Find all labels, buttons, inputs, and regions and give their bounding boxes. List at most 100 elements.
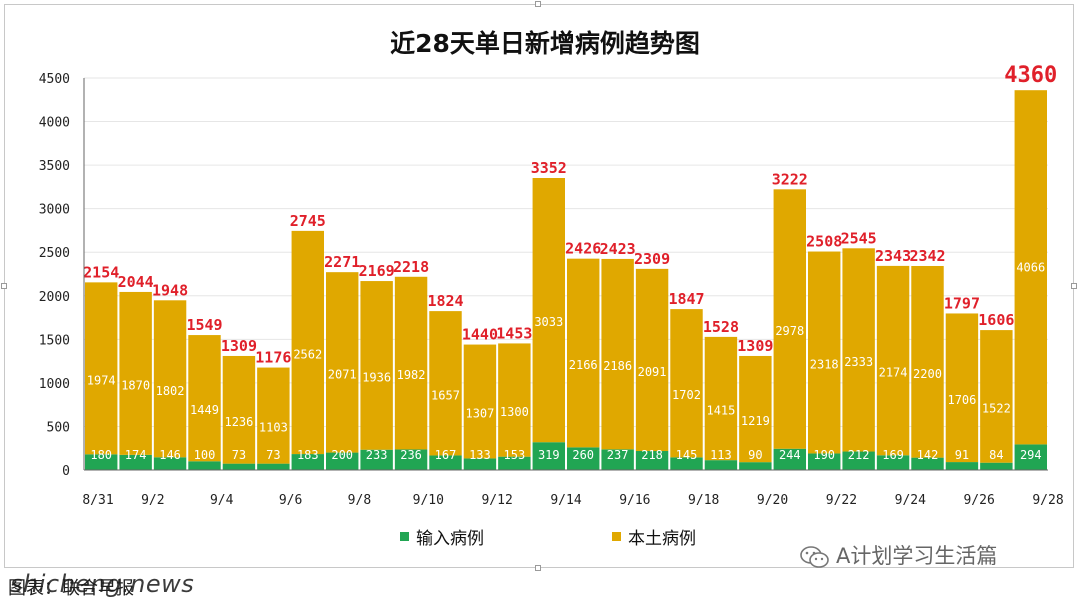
bar-imported-9/25 — [945, 462, 979, 470]
data-label-total: 2154 — [83, 263, 119, 281]
bar-imported-9/15 — [601, 449, 634, 470]
x-tick-label: 9/24 — [895, 493, 926, 508]
data-label-imported: 260 — [572, 448, 594, 462]
bar-local-9/21 — [808, 251, 841, 454]
data-label-local: 1300 — [500, 405, 529, 419]
data-label-imported: 212 — [848, 448, 870, 462]
bar-imported-9/12 — [498, 456, 531, 470]
data-label-local: 1870 — [121, 378, 150, 392]
bar-imported-9/27 — [1014, 444, 1047, 470]
bar-imported-9/10 — [429, 455, 462, 470]
data-label-local: 1415 — [706, 404, 735, 418]
x-tick-label: 9/26 — [963, 493, 994, 508]
data-label-total: 1528 — [703, 318, 739, 336]
bar-local-9/4 — [222, 355, 256, 464]
legend-label: 输入病例 — [416, 529, 484, 549]
x-tick-label: 9/16 — [619, 493, 650, 508]
data-label-local: 2200 — [913, 367, 942, 381]
data-label-imported: 183 — [297, 448, 319, 462]
data-label-imported: 200 — [331, 448, 353, 462]
data-label-imported: 145 — [676, 448, 698, 462]
bar-imported-9/20 — [773, 448, 806, 470]
data-label-imported: 73 — [266, 448, 280, 462]
bar-imported-9/17 — [670, 457, 703, 470]
bar-imported-9/24 — [911, 457, 944, 470]
data-label-imported: 91 — [955, 448, 969, 462]
bar-local-9/6 — [291, 230, 324, 455]
resize-handle-bottom[interactable] — [535, 565, 541, 571]
bar-imported-9/8 — [360, 449, 393, 470]
x-tick-label: 9/22 — [826, 493, 857, 508]
bar-imported-9/19 — [739, 462, 772, 470]
y-tick-label: 3000 — [39, 203, 70, 218]
bar-local-9/5 — [257, 367, 290, 464]
data-label-total: 2271 — [324, 253, 360, 271]
watermark-text: A计划学习生活篇 — [836, 544, 998, 568]
data-label-local: 2186 — [603, 359, 632, 373]
bar-local-9/14 — [567, 258, 600, 448]
data-label-local: 1702 — [672, 388, 701, 402]
resize-handle-top[interactable] — [535, 1, 541, 7]
bar-imported-9/23 — [876, 455, 910, 470]
x-tick-label: 9/10 — [413, 493, 444, 508]
data-label-total: 1847 — [668, 290, 704, 308]
bar-imported-9/1 — [119, 454, 152, 470]
bar-local-9/11 — [463, 344, 497, 459]
data-label-imported: 180 — [90, 448, 112, 462]
data-label-total: 1453 — [496, 324, 532, 342]
bar-local-9/3 — [188, 335, 221, 462]
data-label-imported: 237 — [607, 448, 629, 462]
data-label-local: 1982 — [397, 368, 426, 382]
data-label-imported: 84 — [989, 448, 1003, 462]
x-tick-label: 9/8 — [348, 493, 371, 508]
data-label-local: 3033 — [534, 315, 563, 329]
data-label-total: 2343 — [875, 247, 911, 265]
x-tick-label: 9/14 — [550, 493, 581, 508]
x-tick-label: 9/18 — [688, 493, 719, 508]
bar-imported-9/13 — [532, 442, 565, 470]
y-tick-label: 2000 — [39, 290, 70, 305]
data-label-total: 3352 — [531, 159, 567, 177]
bar-imported-9/26 — [980, 462, 1013, 470]
data-label-local: 1219 — [741, 414, 770, 428]
x-tick-label: 9/4 — [210, 493, 234, 508]
data-label-total: 1948 — [152, 281, 188, 299]
data-label-local: 2978 — [775, 324, 804, 338]
data-label-imported: 142 — [917, 448, 939, 462]
y-tick-label: 0 — [62, 464, 70, 479]
bar-local-9/12 — [498, 343, 531, 457]
data-label-local: 1307 — [465, 406, 494, 420]
data-label-local: 1236 — [224, 415, 253, 429]
y-tick-label: 4000 — [39, 116, 70, 131]
bar-imported-9/11 — [463, 458, 497, 470]
bar-imported-9/2 — [153, 457, 187, 470]
data-label-imported: 218 — [641, 448, 663, 462]
bar-local-9/9 — [394, 276, 428, 450]
bar-local-9/23 — [876, 265, 910, 456]
data-label-total: 1309 — [221, 337, 257, 355]
bar-local-9/16 — [635, 268, 669, 452]
data-label-total: 2169 — [359, 262, 395, 280]
wechat-watermark: A计划学习生活篇 — [800, 540, 997, 570]
y-tick-label: 1000 — [39, 377, 70, 392]
legend-swatch — [612, 532, 621, 541]
bar-local-9/20 — [773, 189, 806, 449]
x-tick-label: 8/31 — [82, 493, 113, 508]
bar-imported-9/14 — [567, 447, 600, 470]
resize-handle-right[interactable] — [1071, 283, 1077, 289]
bar-local-9/10 — [429, 311, 462, 456]
bar-imported-9/16 — [635, 451, 669, 470]
resize-handle-left[interactable] — [1, 283, 7, 289]
data-label-total: 1440 — [462, 326, 498, 344]
bar-local-8/31 — [85, 282, 118, 455]
data-label-local: 4066 — [1016, 260, 1045, 274]
bar-imported-9/6 — [291, 454, 324, 470]
y-tick-label: 2500 — [39, 246, 70, 261]
bar-local-9/7 — [326, 272, 359, 453]
y-tick-label: 500 — [47, 420, 70, 435]
x-tick-label: 9/20 — [757, 493, 788, 508]
data-label-imported: 174 — [125, 448, 147, 462]
bar-imported-9/18 — [704, 460, 738, 470]
data-label-total: 2218 — [393, 258, 429, 276]
